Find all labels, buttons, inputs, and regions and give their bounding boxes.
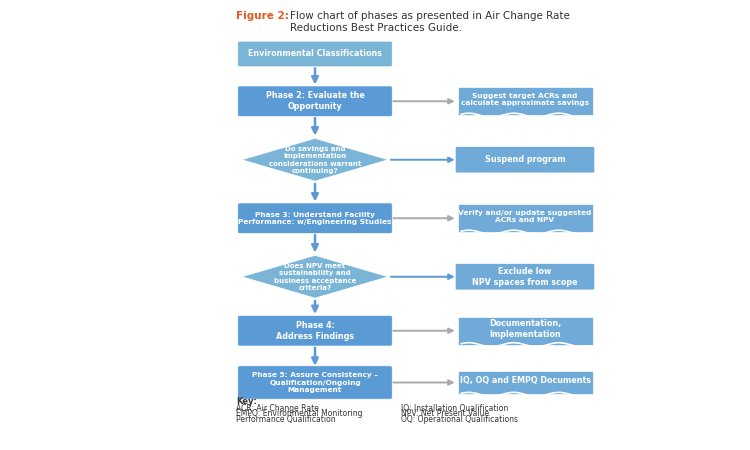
Bar: [458, 317, 592, 345]
Text: IQ, OQ and EMPQ Documents: IQ, OQ and EMPQ Documents: [460, 376, 590, 385]
Text: Performance Qualification: Performance Qualification: [236, 415, 336, 424]
FancyBboxPatch shape: [238, 366, 392, 399]
Bar: [458, 371, 592, 394]
FancyBboxPatch shape: [455, 147, 595, 173]
FancyBboxPatch shape: [238, 41, 392, 67]
Text: NPV: Net Present Value: NPV: Net Present Value: [401, 410, 489, 418]
Text: Phase 3: Understand Facility
Performance: w/Engineering Studies: Phase 3: Understand Facility Performance…: [238, 212, 392, 225]
Text: Key:: Key:: [236, 397, 257, 406]
Text: Phase 5: Assure Consistency –
Qualification/Ongoing
Management: Phase 5: Assure Consistency – Qualificat…: [252, 372, 378, 393]
FancyBboxPatch shape: [238, 86, 392, 117]
FancyBboxPatch shape: [238, 203, 392, 234]
Text: Phase 2: Evaluate the
Opportunity: Phase 2: Evaluate the Opportunity: [266, 91, 364, 111]
Text: IQ: Installation Qualification: IQ: Installation Qualification: [401, 404, 508, 413]
Text: Flow chart of phases as presented in Air Change Rate
Reductions Best Practices G: Flow chart of phases as presented in Air…: [290, 11, 570, 33]
Polygon shape: [242, 256, 388, 298]
Bar: [458, 204, 592, 232]
Text: OQ: Operational Qualifications: OQ: Operational Qualifications: [401, 415, 518, 424]
Text: ACR: Air Change Rate: ACR: Air Change Rate: [236, 404, 320, 413]
Text: Figure 2:: Figure 2:: [236, 11, 292, 21]
Polygon shape: [242, 139, 388, 181]
Bar: [458, 87, 592, 115]
Text: Phase 4:
Address Findings: Phase 4: Address Findings: [276, 321, 354, 341]
Text: Environmental Classifications: Environmental Classifications: [248, 50, 382, 58]
Text: Does NPV meet
sustainability and
business acceptance
criteria?: Does NPV meet sustainability and busines…: [274, 262, 356, 291]
FancyBboxPatch shape: [238, 315, 392, 346]
Text: Documentation,
Implementation: Documentation, Implementation: [489, 319, 561, 339]
Text: Verify and/or update suggested
ACRs and NPV: Verify and/or update suggested ACRs and …: [458, 210, 592, 223]
Text: Exclude low
NPV spaces from scope: Exclude low NPV spaces from scope: [472, 267, 578, 287]
Text: EMPQ: Environmental Monitoring: EMPQ: Environmental Monitoring: [236, 410, 363, 418]
FancyBboxPatch shape: [455, 264, 595, 290]
Text: Suggest target ACRs and
calculate approximate savings: Suggest target ACRs and calculate approx…: [461, 93, 589, 106]
Text: Do savings and
implementation
considerations warrant
continuing?: Do savings and implementation considerat…: [268, 145, 362, 174]
Text: Suspend program: Suspend program: [484, 155, 566, 164]
